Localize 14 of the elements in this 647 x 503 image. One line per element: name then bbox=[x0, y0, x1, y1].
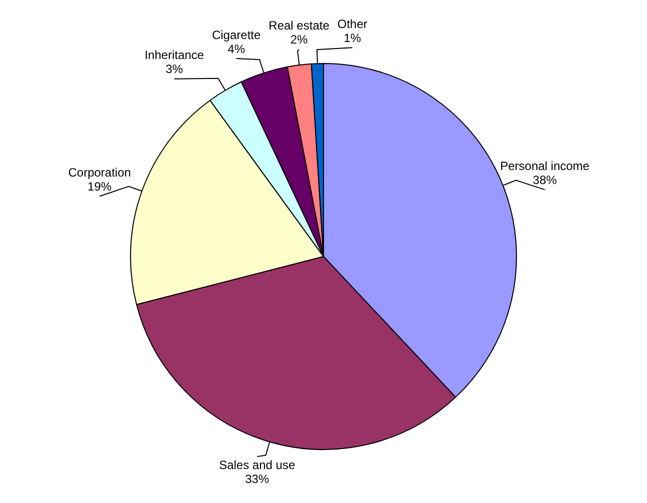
data-label: 1% bbox=[344, 30, 362, 45]
slice-label: Personal income bbox=[500, 158, 590, 173]
data-label: 2% bbox=[290, 32, 308, 47]
slice-label: Inheritance bbox=[144, 48, 204, 62]
data-label: 3% bbox=[166, 62, 184, 76]
data-label: 33% bbox=[245, 472, 270, 486]
slice-label: Other bbox=[337, 16, 368, 31]
slice-label: Real estate bbox=[268, 18, 330, 33]
data-label: 38% bbox=[532, 172, 558, 187]
slice-label: Cigarette bbox=[212, 28, 261, 42]
slice-label: Corporation bbox=[68, 166, 131, 180]
data-label: 19% bbox=[88, 180, 112, 194]
slice-label: Sales and use bbox=[219, 458, 296, 472]
data-label: 4% bbox=[228, 42, 246, 56]
